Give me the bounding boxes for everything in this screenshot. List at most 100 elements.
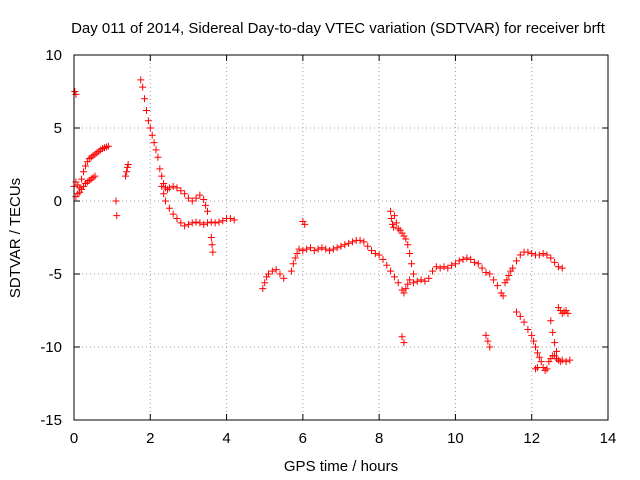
data-point [360, 238, 368, 246]
data-point [141, 95, 149, 103]
data-point [558, 264, 566, 272]
data-point [486, 343, 494, 351]
x-tick-labels: 0 2 4 6 8 10 12 14 [70, 430, 617, 447]
data-point [158, 182, 166, 190]
y-tick-label: -10 [40, 339, 62, 356]
data-point [81, 162, 89, 170]
data-point [123, 168, 131, 176]
data-point [394, 225, 402, 233]
data-point [478, 264, 486, 272]
data-point [202, 201, 210, 209]
data-point [387, 267, 395, 275]
data-point [455, 257, 463, 265]
data-point [390, 273, 398, 281]
data-point [451, 260, 459, 268]
data-point [310, 247, 318, 255]
data-point [474, 260, 482, 268]
data-point [160, 190, 168, 198]
data-point [539, 250, 547, 258]
data-point [404, 241, 412, 249]
data-point [219, 217, 227, 225]
data-point [516, 312, 524, 320]
data-point [524, 325, 532, 333]
data-point [482, 269, 490, 277]
data-point [337, 242, 345, 250]
data-point [486, 270, 494, 278]
data-point [289, 260, 297, 268]
data-point [402, 285, 410, 293]
data-point [532, 343, 540, 351]
data-point [387, 207, 395, 215]
series-arc-d [137, 76, 211, 215]
data-point [547, 254, 555, 262]
data-point [516, 251, 524, 259]
data-points [70, 76, 574, 374]
data-point [379, 255, 387, 263]
y-axis-label: SDTVAR / TECUs [7, 178, 24, 298]
data-point [533, 349, 541, 357]
data-point [459, 255, 467, 263]
data-point [196, 191, 204, 199]
data-point [530, 337, 538, 345]
data-point [543, 251, 551, 259]
data-point [543, 365, 551, 373]
data-point [207, 218, 215, 226]
plot-frame [73, 54, 609, 421]
data-point [440, 263, 448, 271]
data-point [265, 270, 273, 278]
data-point [406, 250, 414, 258]
data-point [259, 285, 267, 293]
data-point [562, 358, 570, 366]
x-tick-label: 8 [375, 430, 383, 447]
data-point [341, 241, 349, 249]
data-point [318, 244, 326, 252]
y-tick-labels: -15 -10 -5 0 5 10 [40, 47, 62, 429]
data-point [215, 218, 223, 226]
data-point [156, 165, 164, 173]
data-point [520, 318, 528, 326]
data-point [503, 276, 511, 284]
data-point [387, 215, 395, 223]
data-point [436, 264, 444, 272]
data-point [417, 276, 425, 284]
data-point [280, 274, 288, 282]
data-point [192, 194, 200, 202]
data-point [204, 207, 211, 215]
series-arc-l [409, 254, 507, 300]
data-point [425, 274, 433, 282]
data-point [400, 339, 408, 347]
data-point [177, 219, 185, 227]
data-point [196, 219, 204, 227]
data-point [528, 250, 536, 258]
x-tick-label: 14 [600, 430, 617, 447]
y-tick-label: -5 [49, 266, 62, 283]
data-point [553, 347, 561, 355]
data-point [113, 212, 121, 220]
data-point [146, 124, 154, 132]
data-point [144, 117, 152, 125]
data-point [306, 244, 314, 252]
data-point [192, 218, 200, 226]
data-point [173, 184, 181, 192]
data-point [509, 264, 517, 272]
axis-ticks [73, 54, 609, 421]
data-point [549, 328, 557, 336]
data-point [554, 263, 562, 271]
data-point [301, 220, 309, 228]
y-tick-label: 5 [54, 120, 62, 137]
data-point [91, 172, 99, 180]
data-point [104, 142, 112, 150]
data-point [512, 308, 520, 316]
y-tick-label: -15 [40, 412, 62, 429]
data-point [512, 257, 520, 265]
data-point [181, 222, 189, 230]
data-point [177, 187, 185, 195]
data-point [314, 245, 322, 253]
data-point [299, 247, 307, 255]
data-point [181, 190, 189, 198]
data-point [432, 263, 440, 271]
x-tick-label: 4 [222, 430, 230, 447]
series-arc-f [207, 234, 217, 256]
data-point [123, 163, 131, 171]
data-point [333, 244, 341, 252]
